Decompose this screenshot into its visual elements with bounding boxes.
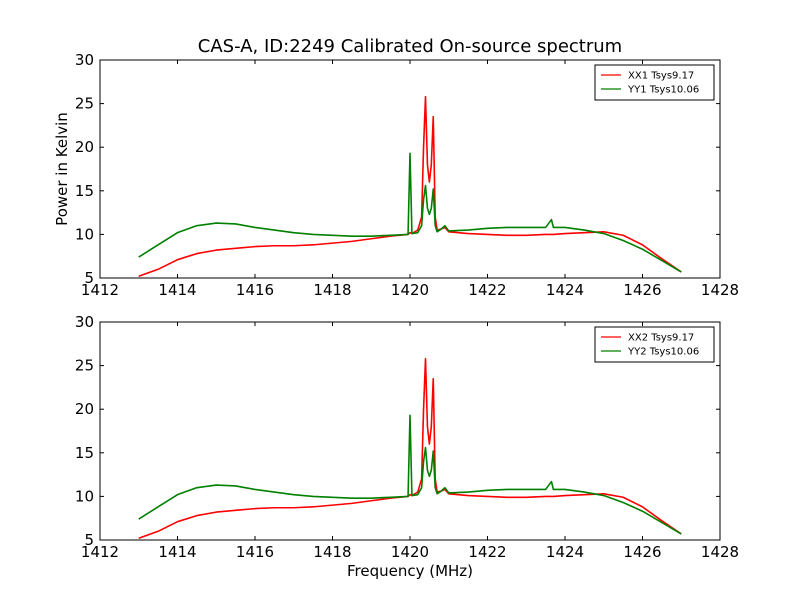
series-line-xx2: [138, 357, 682, 540]
y-tick-label: 20: [75, 400, 94, 418]
y-tick-label: 5: [84, 269, 94, 287]
y-tick-label: 15: [75, 182, 94, 200]
y-tick-label: 30: [75, 51, 94, 69]
series-line-yy1: [138, 152, 682, 273]
y-axis-label: Power in Kelvin: [53, 112, 71, 226]
x-tick-label: 1426: [623, 281, 661, 299]
legend: XX2 Tsys9.17 YY2 Tsys10.06: [594, 326, 715, 363]
x-tick-label: 1420: [391, 543, 429, 561]
x-tick-label: 1414: [158, 281, 196, 299]
x-tick-label: 1416: [236, 281, 274, 299]
x-tick-label: 1418: [313, 281, 351, 299]
legend-label: XX2 Tsys9.17: [628, 333, 694, 344]
x-tick-label: 1424: [546, 281, 584, 299]
x-tick-label: 1426: [623, 543, 661, 561]
legend-box: [594, 64, 715, 101]
y-tick-label: 10: [75, 487, 94, 505]
legend-label: YY1 Tsys10.06: [627, 85, 699, 96]
y-tick-label: 30: [75, 313, 94, 331]
y-tick-label: 25: [75, 95, 94, 113]
legend-label: XX1 Tsys9.17: [628, 71, 694, 82]
x-tick-label: 1420: [391, 281, 429, 299]
x-tick-label: 1424: [546, 543, 584, 561]
x-tick-label: 1414: [158, 543, 196, 561]
y-tick-label: 15: [75, 444, 94, 462]
x-tick-label: 1412: [81, 281, 119, 299]
x-tick-label: 1422: [468, 543, 506, 561]
series-line-xx1: [138, 95, 682, 278]
bottom-chart-panel: 1412 1414 1416 1418 1420 1422 1424 1426 1428 5 10 1…: [75, 313, 739, 580]
y-tick-label: 10: [75, 225, 94, 243]
x-tick-label: 1412: [81, 543, 119, 561]
legend-label: YY2 Tsys10.06: [627, 347, 699, 358]
x-tick-label: 1416: [236, 543, 274, 561]
x-tick-label: 1428: [701, 543, 739, 561]
y-tick-label: 20: [75, 138, 94, 156]
top-chart-panel: 1412 1414 1416 1418 1420 1422 1424 1426 1428 5 10 1…: [53, 36, 739, 299]
x-tick-label: 1428: [701, 281, 739, 299]
series-line-yy2: [138, 414, 682, 535]
x-axis-label: Frequency (MHz): [347, 562, 473, 580]
legend-box: [594, 326, 715, 363]
y-tick-label: 25: [75, 357, 94, 375]
x-tick-label: 1422: [468, 281, 506, 299]
x-tick-label: 1418: [313, 543, 351, 561]
y-tick-label: 5: [84, 531, 94, 549]
legend: XX1 Tsys9.17 YY1 Tsys10.06: [594, 64, 715, 101]
chart-title: CAS-A, ID:2249 Calibrated On-source spec…: [198, 36, 622, 57]
